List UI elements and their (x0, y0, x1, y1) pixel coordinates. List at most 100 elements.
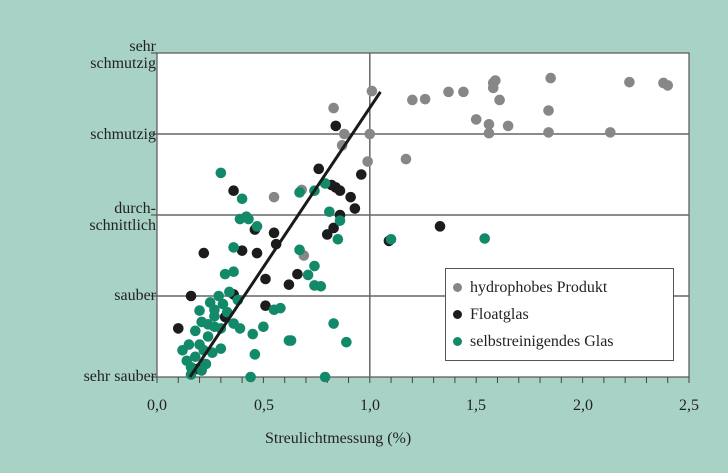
data-point (502, 120, 514, 132)
data-point (483, 118, 495, 130)
data-point (330, 120, 342, 132)
data-point (224, 286, 235, 298)
data-point (324, 206, 335, 218)
data-point (219, 268, 231, 280)
data-point (234, 323, 246, 334)
data-point (292, 268, 303, 280)
data-point (249, 349, 261, 360)
data-point (202, 331, 214, 342)
data-point (268, 227, 280, 239)
data-point (341, 336, 352, 348)
data-point (483, 127, 495, 139)
data-point (355, 169, 367, 180)
data-point (419, 93, 431, 105)
data-point (194, 339, 205, 350)
data-point (434, 221, 446, 232)
legend-label: Floatglas (470, 305, 529, 323)
data-point (251, 221, 263, 232)
data-point (234, 213, 246, 225)
data-point (487, 82, 499, 94)
legend-label: selbstreinigendes Glas (470, 332, 614, 350)
data-point (364, 128, 376, 140)
data-point (243, 213, 254, 225)
data-point (236, 193, 248, 205)
data-point (328, 222, 339, 234)
data-point (172, 323, 184, 334)
trend-line (188, 91, 382, 378)
data-point (479, 233, 491, 244)
x-tick-label: 0,0 (147, 397, 167, 414)
data-point (328, 318, 339, 329)
data-point (245, 371, 256, 383)
data-point (543, 105, 554, 116)
legend-item-floatglas: Floatglas (453, 301, 673, 328)
legend-item-hydrophobes-produkt: hydrophobes Produkt (453, 274, 673, 301)
x-tick-label: 1,0 (360, 397, 380, 414)
data-point (470, 114, 482, 125)
legend-item-selbstreinigendes-glas: selbstreinigendes Glas (453, 328, 673, 355)
legend-marker-icon (453, 337, 462, 346)
legend-label: hydrophobes Produkt (470, 278, 608, 296)
x-tick-label: 0,5 (254, 397, 274, 414)
data-point (313, 163, 325, 175)
data-point (215, 343, 227, 354)
y-tick-label-schmutzig: schmutzig (90, 126, 156, 143)
data-point (349, 203, 361, 214)
data-point (260, 273, 271, 285)
x-axis-title: Streulichtmessung (%) (265, 430, 412, 447)
data-point (366, 85, 378, 97)
data-point (213, 290, 225, 302)
data-point (285, 335, 297, 346)
x-tick-label: 1,5 (466, 397, 486, 414)
data-point (228, 242, 239, 253)
data-point (228, 266, 239, 278)
data-point (177, 344, 188, 356)
data-point (321, 229, 333, 240)
data-point (494, 94, 505, 106)
data-point (315, 280, 327, 292)
data-point (334, 185, 346, 196)
data-point (543, 127, 554, 138)
data-point (302, 269, 314, 281)
data-point (345, 191, 356, 203)
data-point (407, 94, 418, 106)
data-point (624, 76, 635, 88)
data-point (443, 86, 454, 98)
data-point (338, 128, 350, 140)
data-point (268, 191, 280, 203)
data-point (217, 298, 229, 310)
legend-marker-icon (453, 283, 462, 292)
data-point (190, 351, 201, 363)
data-point (319, 371, 331, 383)
axis-ticks (151, 52, 690, 383)
data-point (215, 167, 227, 179)
data-point (309, 260, 320, 272)
data-point (283, 279, 295, 290)
data-point (251, 247, 263, 259)
data-point (196, 316, 207, 328)
data-point (662, 80, 674, 91)
y-tick-label-sauber: sauber (114, 287, 156, 304)
data-point (196, 365, 207, 376)
data-point (328, 102, 339, 114)
data-point (400, 153, 412, 165)
y-tick-label-sehr-sauber: sehr sauber (83, 368, 156, 385)
x-tick-label: 2,5 (679, 397, 699, 414)
legend-marker-icon (453, 310, 462, 319)
data-point (198, 247, 210, 259)
data-point (332, 234, 344, 245)
data-point (458, 86, 469, 98)
legend: hydrophobes Produkt Floatglas selbstrein… (445, 268, 674, 361)
data-point (209, 304, 220, 316)
data-point (334, 215, 346, 226)
data-point (260, 300, 271, 312)
data-point (228, 185, 239, 196)
data-point (275, 302, 286, 314)
data-point (294, 187, 305, 198)
y-tick-label-sehr-schmutzig: sehr schmutzig (90, 38, 156, 72)
data-point (236, 245, 248, 256)
x-tick-label: 2,0 (573, 397, 593, 414)
data-point (294, 244, 305, 256)
data-point (194, 305, 205, 316)
data-point (385, 234, 397, 245)
